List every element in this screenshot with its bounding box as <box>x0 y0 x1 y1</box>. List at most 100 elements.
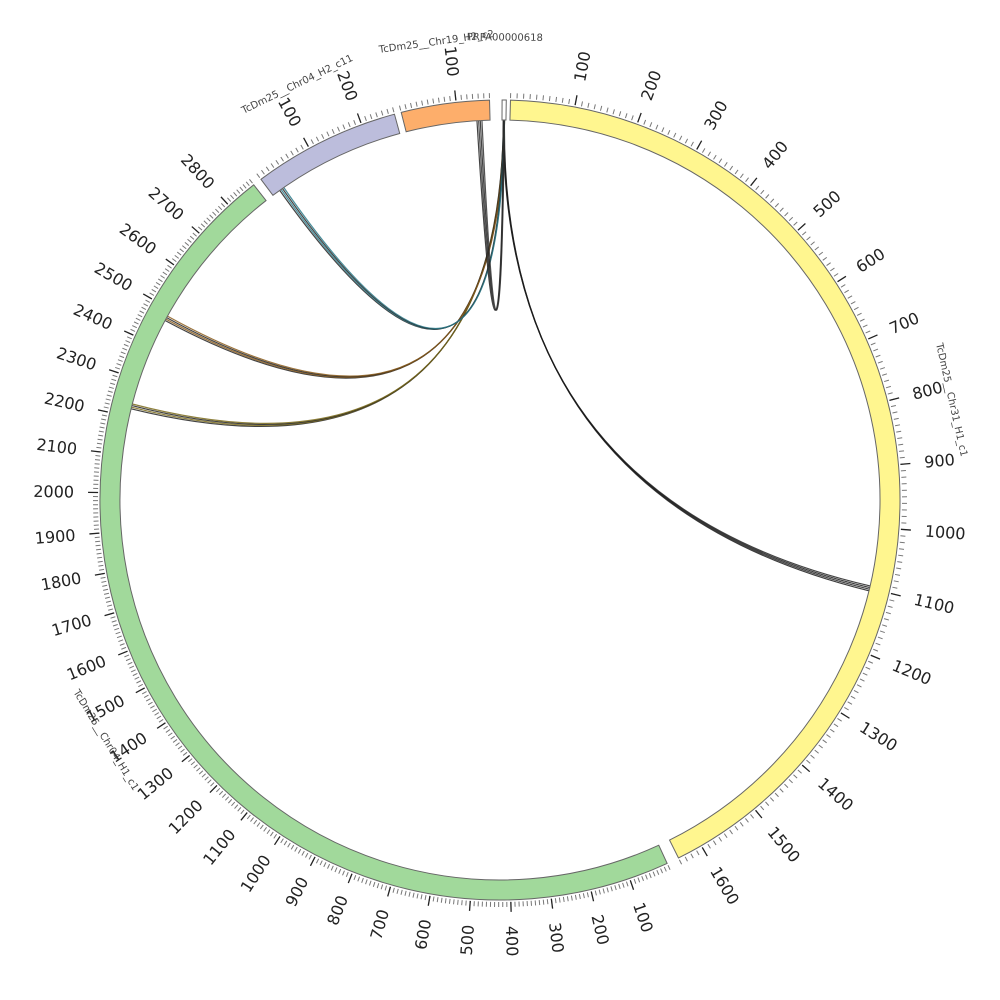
segment-label: PRPA00000618 <box>467 32 543 44</box>
minor-tick <box>868 660 874 664</box>
minor-tick <box>132 673 138 677</box>
major-tick <box>889 397 900 401</box>
minor-tick <box>729 165 734 171</box>
minor-tick <box>119 643 125 646</box>
minor-tick <box>101 418 107 421</box>
tick-label: 700 <box>366 907 393 942</box>
minor-tick <box>396 888 399 894</box>
minor-tick <box>806 759 811 764</box>
minor-tick <box>578 893 581 900</box>
minor-tick <box>594 890 597 896</box>
minor-tick <box>217 205 223 211</box>
tick-label: 2000 <box>33 482 74 502</box>
minor-tick <box>122 347 128 351</box>
minor-tick <box>833 273 839 277</box>
minor-tick <box>684 856 688 862</box>
major-tick <box>191 226 200 234</box>
minor-tick <box>179 248 184 253</box>
minor-tick <box>207 779 212 784</box>
minor-tick <box>130 669 136 673</box>
minor-tick <box>196 767 201 772</box>
minor-tick <box>873 648 879 652</box>
tick-label: 300 <box>700 97 732 133</box>
minor-tick <box>814 749 819 754</box>
minor-tick <box>201 773 206 778</box>
major-tick <box>123 330 134 336</box>
minor-tick <box>310 139 314 145</box>
link-strand <box>165 120 505 378</box>
link-2 <box>164 120 506 379</box>
minor-tick <box>176 251 182 256</box>
minor-tick <box>885 385 891 389</box>
minor-tick <box>188 758 193 763</box>
minor-tick <box>342 124 346 130</box>
minor-tick <box>712 840 717 846</box>
minor-tick <box>788 216 794 222</box>
minor-tick <box>548 96 551 102</box>
minor-tick <box>810 754 815 759</box>
minor-tick <box>896 567 902 570</box>
major-tick <box>356 113 362 124</box>
minor-tick <box>684 138 689 144</box>
minor-tick <box>121 646 127 650</box>
minor-tick <box>104 596 111 599</box>
minor-tick <box>308 854 312 860</box>
tick-label: 1000 <box>924 522 966 544</box>
minor-tick <box>624 113 628 119</box>
minor-tick <box>850 695 856 700</box>
tick-label: 1100 <box>912 590 956 618</box>
major-tick <box>117 650 128 656</box>
minor-tick <box>157 278 163 283</box>
minor-tick <box>338 868 342 874</box>
minor-tick <box>103 406 109 409</box>
minor-tick <box>600 105 603 111</box>
minor-tick <box>218 790 224 796</box>
major-tick <box>637 112 642 123</box>
minor-tick <box>134 676 140 680</box>
minor-tick <box>163 725 168 730</box>
minor-tick <box>392 107 395 113</box>
minor-tick <box>135 317 141 321</box>
minor-tick <box>160 275 165 279</box>
minor-tick <box>112 623 118 627</box>
tick-label: 900 <box>282 874 313 910</box>
minor-tick <box>440 897 443 903</box>
minor-tick <box>568 98 571 105</box>
tick-label: 600 <box>853 244 889 277</box>
minor-tick <box>779 788 784 793</box>
major-tick <box>550 898 554 909</box>
tick-label: 2600 <box>116 219 160 258</box>
minor-tick <box>361 877 364 883</box>
minor-tick <box>315 136 320 142</box>
minor-tick <box>233 192 238 197</box>
minor-tick <box>883 618 890 621</box>
minor-tick <box>806 236 811 241</box>
minor-tick <box>643 119 647 125</box>
tick-label: 200 <box>637 68 665 103</box>
minor-tick <box>833 723 839 728</box>
minor-tick <box>889 599 895 602</box>
minor-tick <box>215 787 221 793</box>
major-tick <box>755 809 763 819</box>
minor-tick <box>384 885 388 891</box>
link-strand <box>502 120 871 587</box>
minor-tick <box>156 715 162 720</box>
link-strand <box>167 120 506 377</box>
minor-tick <box>275 159 280 165</box>
minor-tick <box>96 442 102 445</box>
minor-tick <box>319 860 323 866</box>
minor-tick <box>357 876 361 882</box>
major-tick <box>209 784 218 794</box>
minor-tick <box>246 814 251 820</box>
minor-tick <box>114 627 120 631</box>
minor-tick <box>443 96 446 102</box>
tick-label: 300 <box>545 921 568 954</box>
minor-tick <box>734 825 739 831</box>
minor-tick <box>189 235 195 240</box>
link-strand <box>503 120 870 592</box>
minor-tick <box>323 862 327 868</box>
minor-tick <box>143 303 149 307</box>
minor-tick <box>145 299 151 303</box>
tick-label: 500 <box>457 924 478 956</box>
segment-label: TcDm25__Chr31_H1_c1 <box>933 341 969 458</box>
